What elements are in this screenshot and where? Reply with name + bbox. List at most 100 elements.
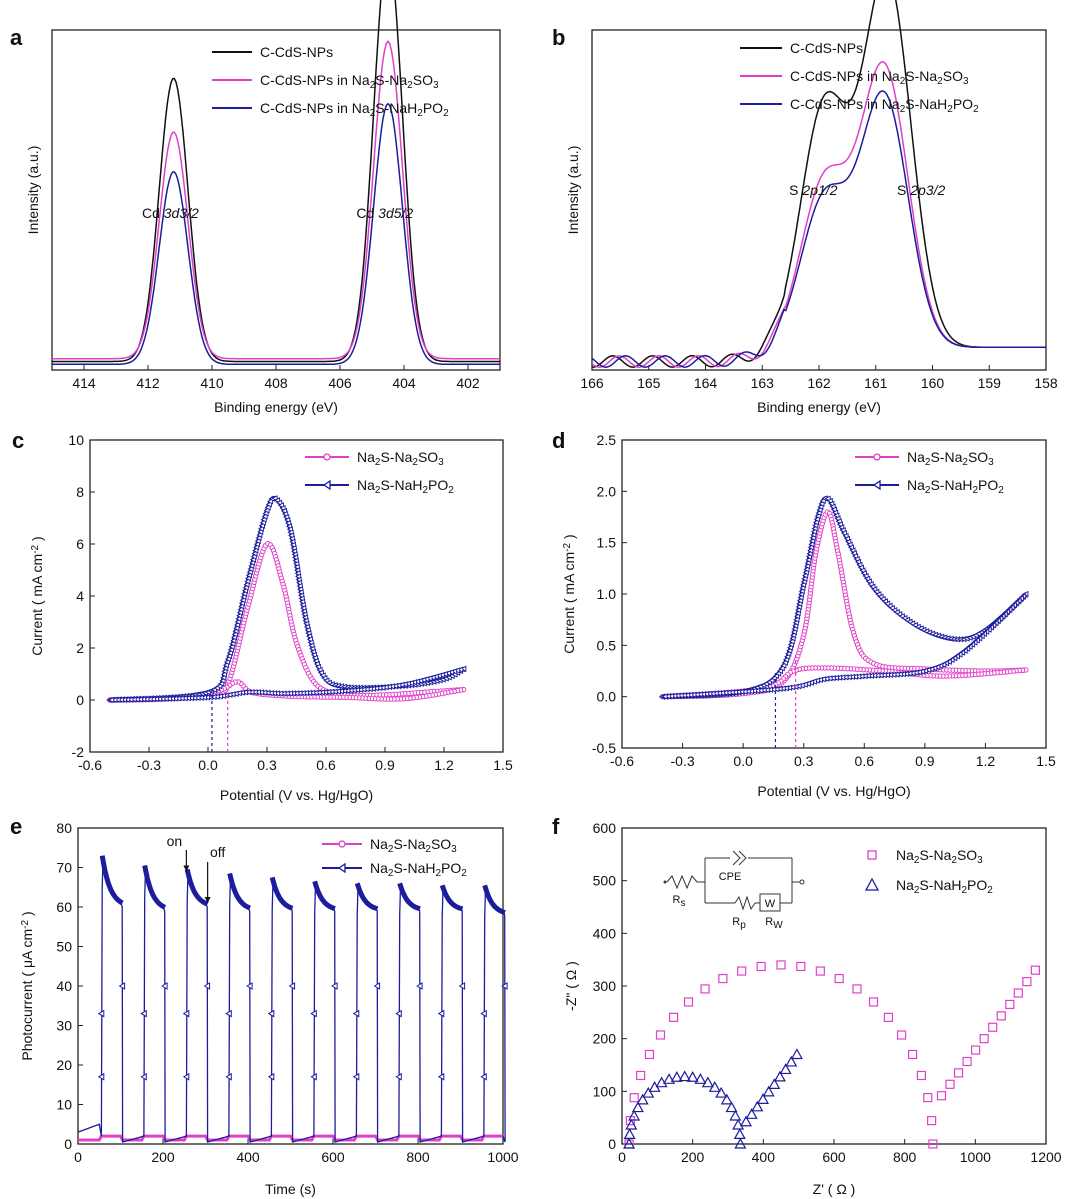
cv-marker-triangle (178, 695, 185, 702)
legend-label: C-CdS-NPs (260, 44, 333, 60)
circuit-node (799, 879, 805, 885)
x-tick-label: -0.6 (610, 753, 634, 769)
legend-marker (337, 862, 346, 874)
legend-label-part: 2 (961, 885, 967, 896)
legend-label-part: 2 (448, 485, 454, 496)
eis-marker-square (815, 966, 825, 976)
cv-marker-triangle (790, 632, 797, 639)
cv-marker-triangle (784, 653, 791, 660)
cv-marker-triangle (820, 676, 827, 683)
x-tick-label: 0.0 (733, 753, 753, 769)
peak-annotation-part: S (789, 182, 802, 198)
x-axis-label: Binding energy (eV) (214, 399, 338, 415)
cv-marker-triangle (848, 673, 855, 681)
cv-marker-triangle (213, 693, 220, 700)
cv-marker-triangle (108, 696, 115, 704)
cv-marker-triangle (301, 614, 309, 621)
cv-marker-triangle (149, 695, 156, 703)
x-tick-label: 0.6 (316, 757, 336, 773)
y-tick-label: 70 (56, 860, 72, 876)
cv-marker-triangle (316, 666, 323, 674)
legend-label-part: PO (423, 100, 443, 116)
cv-marker-triangle (435, 672, 442, 679)
cv-marker-triangle (874, 672, 881, 679)
eis-marker-square (927, 1116, 937, 1126)
cv-marker-triangle (245, 575, 252, 582)
legend-label-part: 2 (388, 868, 394, 879)
cv-marker-triangle (858, 673, 865, 680)
y-tick-label: 0 (64, 1136, 72, 1152)
cv-marker-triangle (246, 568, 253, 576)
cv-marker-triangle (357, 686, 364, 693)
cv-marker-triangle (270, 690, 277, 697)
pulse-marker (182, 1009, 190, 1018)
cv-marker-triangle (264, 504, 271, 511)
cv-marker-triangle (722, 689, 729, 696)
cv-marker-triangle (117, 696, 124, 703)
y-axis-label-part: -2 (30, 544, 41, 553)
cv-marker-triangle (804, 680, 811, 687)
cv-marker-triangle (731, 689, 738, 696)
cv-marker-triangle (304, 626, 311, 634)
cv-marker-triangle (829, 503, 836, 510)
cv-marker-triangle (319, 672, 326, 679)
legend-label-part: 2 (375, 457, 381, 468)
cv-marker-triangle (664, 693, 671, 700)
cv-marker-triangle (786, 647, 793, 654)
cv-marker-triangle (808, 541, 815, 548)
cv-marker-triangle (286, 690, 293, 697)
cv-marker-triangle (773, 686, 780, 693)
y-axis-label-part: -2 (562, 542, 573, 551)
pulse-marker (225, 1009, 232, 1018)
cv-marker-triangle (788, 638, 795, 645)
legend-label-part: Na (896, 847, 914, 863)
legend-label-part: 2 (461, 868, 467, 879)
panel-letter-b: b (552, 25, 565, 50)
cv-marker-triangle (795, 603, 802, 611)
y-tick-label: -2 (72, 744, 85, 760)
legend-label: Na2S-Na2SO3 (907, 449, 994, 468)
cv-marker-triangle (284, 516, 291, 524)
y-axis-label-part: Photocurrent ( μA cm (19, 929, 35, 1061)
legend-label: C-CdS-NPs in Na2S-NaH2PO2 (260, 100, 449, 119)
y-tick-label: 0 (76, 692, 84, 708)
cv-marker-triangle (229, 640, 236, 647)
pulse-marker (267, 1009, 275, 1018)
cv-marker-triangle (306, 633, 313, 640)
legend-label-part: C-CdS-NPs in Na (790, 96, 900, 112)
pulse-marker (437, 1072, 445, 1081)
legend-label: Na2S-NaH2PO2 (907, 477, 1004, 496)
cv-marker-triangle (832, 509, 839, 516)
eis-marker-triangle (773, 1070, 786, 1082)
cv-marker-triangle (862, 572, 869, 580)
series-line-2 (591, 90, 1046, 368)
y-tick-label: 0.0 (597, 689, 617, 705)
cv-marker-triangle (441, 670, 448, 678)
cv-marker-triangle (309, 645, 316, 652)
eis-marker-square (936, 1091, 947, 1101)
y-axis-label-part: ) (29, 536, 45, 545)
cv-marker-triangle (325, 688, 332, 696)
cv-marker-triangle (823, 675, 830, 682)
cv-marker-triangle (220, 674, 227, 681)
cv-marker-triangle (407, 679, 414, 687)
legend-label-part: 2 (962, 457, 968, 468)
cv-marker-triangle (184, 695, 191, 702)
cv-marker-triangle (792, 622, 799, 629)
cv-marker-triangle (265, 501, 272, 508)
eis-marker-square (655, 1030, 666, 1040)
series-line-1 (52, 40, 500, 360)
cv-marker-triangle (829, 674, 836, 682)
cv-marker-triangle (801, 681, 808, 688)
cv-marker-triangle (238, 689, 245, 696)
legend-label-part: C-CdS-NPs (790, 40, 863, 56)
legend-label-part: 3 (988, 457, 994, 468)
cv-marker-triangle (429, 674, 436, 681)
cv-marker-triangle (224, 655, 232, 663)
cv-marker-triangle (818, 500, 825, 507)
pulse-marker (246, 982, 253, 990)
eis-marker-square (1013, 988, 1023, 998)
eis-marker-triangle (625, 1118, 638, 1130)
legend-label: C-CdS-NPs in Na2S-Na2SO3 (790, 68, 969, 87)
